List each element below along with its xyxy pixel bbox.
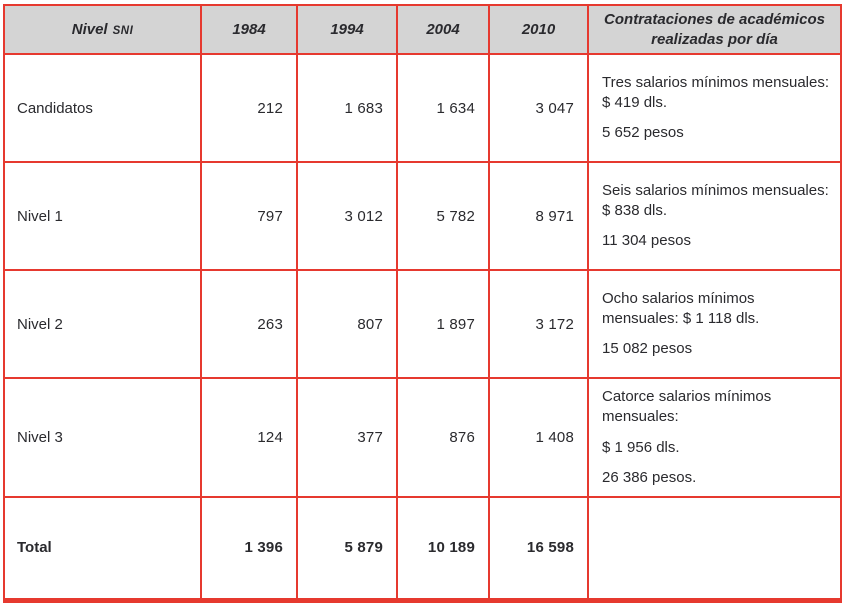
table-row-nivel-1: Nivel 1 797 3 012 5 782 8 971 Seis salar…	[3, 161, 842, 271]
desc-line: Tres salarios mínimos mensuales: $ 419 d…	[602, 73, 830, 111]
value-2010-cell: 1 408	[488, 376, 589, 499]
header-nivel-label: Nivel	[71, 20, 108, 38]
header-cell-contrataciones: Contrataciones de académicos realizadas …	[587, 4, 842, 55]
total-label-cell: Total	[3, 496, 202, 602]
table-row-candidatos: Candidatos 212 1 683 1 634 3 047 Tres sa…	[3, 53, 842, 163]
header-cell-2004: 2004	[396, 4, 490, 55]
desc-line: Seis salarios mínimos mensuales: $ 838 d…	[602, 181, 829, 219]
value-1984-cell: 212	[200, 53, 298, 163]
level-cell: Nivel 1	[3, 161, 202, 271]
desc-line: 11 304 pesos	[602, 232, 691, 250]
header-cell-1984: 1984	[200, 4, 298, 55]
level-cell: Nivel 3	[3, 376, 202, 499]
header-row: Nivel SNI 1984 1994 2004 2010 Contratacio…	[3, 4, 842, 55]
sni-levels-table: Nivel SNI 1984 1994 2004 2010 Contratacio…	[3, 4, 842, 603]
value-2004-cell: 876	[396, 376, 490, 499]
desc-line: $ 1 956 dls.	[602, 438, 680, 456]
contrataciones-cell: Seis salarios mínimos mensuales: $ 838 d…	[587, 161, 842, 271]
value-2004-cell: 5 782	[396, 161, 490, 271]
table-row-total: Total 1 396 5 879 10 189 16 598	[3, 496, 842, 602]
desc-line: Ocho salarios mínimos mensuales: $ 1 118…	[602, 289, 760, 327]
header-cell-1994: 1994	[296, 4, 398, 55]
header-cell-nivel-sni: Nivel SNI	[3, 4, 202, 55]
value-1994-cell: 1 683	[296, 53, 398, 163]
desc-line: 5 652 pesos	[602, 124, 684, 142]
desc-line: Catorce salarios mínimos mensuales:	[602, 388, 772, 425]
value-1994-cell: 807	[296, 269, 398, 379]
value-1994-cell: 377	[296, 376, 398, 499]
table-row-nivel-2: Nivel 2 263 807 1 897 3 172 Ocho salario…	[3, 269, 842, 379]
total-1994-cell: 5 879	[296, 496, 398, 602]
total-2010-cell: 16 598	[488, 496, 589, 602]
value-1984-cell: 124	[200, 376, 298, 499]
value-1994-cell: 3 012	[296, 161, 398, 271]
value-2010-cell: 3 172	[488, 269, 589, 379]
level-cell: Candidatos	[3, 53, 202, 163]
level-cell: Nivel 2	[3, 269, 202, 379]
contrataciones-empty-cell	[587, 496, 842, 602]
desc-line: 26 386 pesos.	[602, 469, 697, 487]
value-2004-cell: 1 897	[396, 269, 490, 379]
desc-line: 15 082 pesos	[602, 340, 693, 358]
header-sni-label: SNI	[112, 24, 134, 37]
table-row-nivel-3: Nivel 3 124 377 876 1 408 Catorce salari…	[3, 376, 842, 499]
value-2010-cell: 8 971	[488, 161, 589, 271]
total-2004-cell: 10 189	[396, 496, 490, 602]
contrataciones-cell: Ocho salarios mínimos mensuales: $ 1 118…	[587, 269, 842, 379]
value-2004-cell: 1 634	[396, 53, 490, 163]
value-1984-cell: 797	[200, 161, 298, 271]
header-cell-2010: 2010	[488, 4, 589, 55]
contrataciones-cell: Catorce salarios mínimos mensuales: $ 1 …	[587, 376, 842, 499]
total-1984-cell: 1 396	[200, 496, 298, 602]
contrataciones-cell: Tres salarios mínimos mensuales: $ 419 d…	[587, 53, 842, 163]
value-1984-cell: 263	[200, 269, 298, 379]
value-2010-cell: 3 047	[488, 53, 589, 163]
